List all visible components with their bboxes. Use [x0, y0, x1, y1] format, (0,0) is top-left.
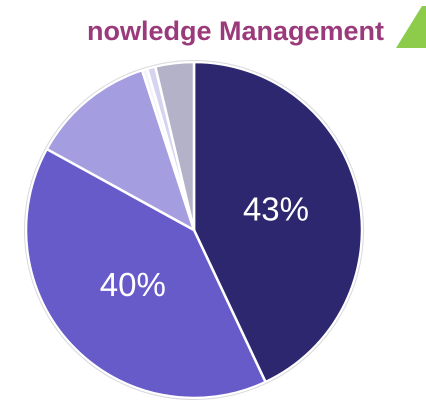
data-label: 43%: [243, 190, 309, 227]
pie-outline: [24, 60, 364, 400]
pie-slice: [192, 60, 364, 384]
pie-slice: [153, 60, 196, 231]
chart-title: nowledge Management: [87, 16, 384, 46]
pie: 43% 40%: [24, 60, 364, 400]
pie-slice: [24, 147, 268, 400]
triangle-icon: [396, 6, 426, 48]
pie-slice: [45, 68, 197, 233]
data-label: 40%: [100, 266, 166, 303]
